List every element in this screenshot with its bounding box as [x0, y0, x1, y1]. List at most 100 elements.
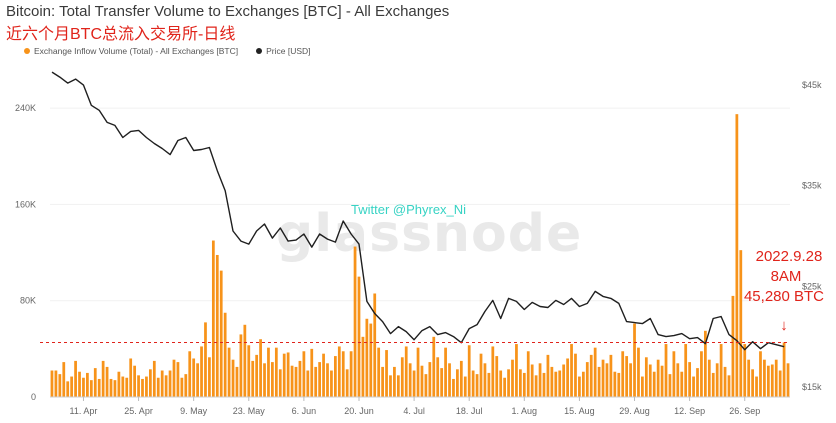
- inflow-bar: [558, 370, 562, 397]
- legend-item-inflow[interactable]: Exchange Inflow Volume (Total) - All Exc…: [24, 46, 238, 56]
- inflow-bar: [208, 357, 211, 397]
- y-left-tick-label: 80K: [20, 296, 36, 306]
- y-right-tick-label: $45k: [802, 80, 822, 90]
- inflow-bar: [621, 351, 625, 397]
- inflow-bar: [396, 375, 400, 397]
- inflow-bar: [200, 346, 203, 397]
- inflow-bar: [412, 370, 416, 397]
- inflow-bar: [629, 363, 632, 397]
- inflow-bar: [731, 295, 735, 397]
- y-left-tick-label: 0: [31, 392, 36, 402]
- inflow-bar: [188, 351, 192, 397]
- x-tick-label: 11. Apr: [70, 406, 98, 416]
- inflow-bar: [137, 375, 140, 397]
- inflow-bar: [664, 344, 668, 397]
- chart-title: Bitcoin: Total Transfer Volume to Exchan…: [6, 3, 450, 20]
- inflow-bar: [471, 370, 475, 397]
- inflow-bar: [680, 371, 684, 397]
- annotation-arrow: ↓: [780, 317, 788, 334]
- inflow-bar: [660, 365, 664, 397]
- x-tick-label: 23. May: [233, 406, 266, 416]
- inflow-bar: [393, 366, 396, 397]
- inflow-bar: [416, 347, 420, 397]
- inflow-bar: [176, 362, 180, 397]
- inflow-bar: [54, 370, 58, 397]
- chart-subtitle: 近六个月BTC总流入交易所-日线: [6, 26, 236, 43]
- x-tick-label: 26. Sep: [729, 406, 760, 416]
- legend-label-inflow: Exchange Inflow Volume (Total) - All Exc…: [34, 46, 239, 56]
- inflow-bar: [141, 378, 144, 397]
- inflow-bar: [408, 363, 412, 397]
- inflow-bar: [566, 358, 569, 397]
- inflow-bar: [298, 360, 302, 397]
- y-right-tick-label: $15k: [802, 382, 822, 392]
- inflow-bar: [668, 374, 672, 397]
- inflow-bar: [97, 378, 101, 397]
- inflow-bar: [219, 270, 223, 397]
- x-tick-label: 15. Aug: [564, 406, 595, 416]
- inflow-bar: [148, 369, 152, 397]
- inflow-bar: [589, 354, 593, 397]
- inflow-bar: [247, 345, 251, 397]
- legend-item-price[interactable]: Price [USD]: [256, 46, 311, 56]
- inflow-bar: [459, 360, 463, 397]
- inflow-bars: [50, 114, 790, 398]
- inflow-bar: [62, 362, 66, 397]
- inflow-bar: [192, 358, 196, 397]
- inflow-bar: [263, 363, 266, 397]
- inflow-bar: [152, 360, 156, 397]
- x-tick-label: 25. Apr: [124, 406, 153, 416]
- inflow-bar: [487, 372, 491, 397]
- inflow-bar: [601, 359, 605, 397]
- inflow-bar: [778, 370, 782, 397]
- x-tick-label: 18. Jul: [456, 406, 483, 416]
- chart-legend: Exchange Inflow Volume (Total) - All Exc…: [24, 46, 329, 56]
- inflow-bar: [432, 336, 436, 397]
- inflow-bar: [617, 372, 621, 397]
- annotation-line: 45,280 BTC: [744, 288, 824, 305]
- inflow-bar: [585, 362, 589, 397]
- inflow-bar: [637, 347, 640, 397]
- inflow-bar: [495, 356, 499, 397]
- inflow-bar: [385, 350, 388, 397]
- annotation-line: 2022.9.28: [756, 248, 823, 265]
- inflow-bar: [74, 360, 77, 397]
- x-tick-label: 9. May: [180, 406, 208, 416]
- inflow-bar: [652, 371, 656, 397]
- x-axis: 11. Apr 25. Apr 9. May 23. May 6. Jun 20. Jun…: [50, 396, 790, 416]
- inflow-bar: [271, 362, 274, 397]
- inflow-bar: [274, 347, 278, 397]
- inflow-bar: [133, 365, 137, 397]
- price-line: [51, 71, 785, 351]
- inflow-bar: [440, 368, 444, 397]
- inflow-bar: [168, 370, 172, 397]
- inflow-bar: [743, 344, 747, 397]
- inflow-bar: [759, 351, 762, 397]
- inflow-bar: [223, 312, 227, 397]
- inflow-bar: [400, 357, 404, 397]
- inflow-bar: [448, 363, 451, 397]
- inflow-bar: [286, 352, 290, 397]
- x-tick-label: 29. Aug: [619, 406, 650, 416]
- inflow-bar: [581, 371, 585, 397]
- inflow-bar: [424, 374, 428, 397]
- inflow-bar: [86, 372, 89, 397]
- inflow-bar: [684, 344, 688, 397]
- inflow-bar: [774, 359, 778, 397]
- inflow-bar: [546, 354, 550, 397]
- inflow-bar: [361, 336, 365, 397]
- inflow-bar: [357, 276, 361, 397]
- inflow-bar: [129, 358, 133, 397]
- inflow-bar: [267, 347, 270, 397]
- inflow-bar: [656, 359, 660, 397]
- inflow-bar: [160, 370, 164, 397]
- inflow-bar: [605, 363, 609, 397]
- inflow-bar: [243, 324, 247, 397]
- inflow-bar: [373, 293, 377, 397]
- inflow-bar: [294, 366, 298, 397]
- grid-lines: [50, 107, 790, 302]
- inflow-bar: [719, 344, 723, 397]
- inflow-bar: [688, 362, 692, 397]
- inflow-bar: [479, 353, 483, 397]
